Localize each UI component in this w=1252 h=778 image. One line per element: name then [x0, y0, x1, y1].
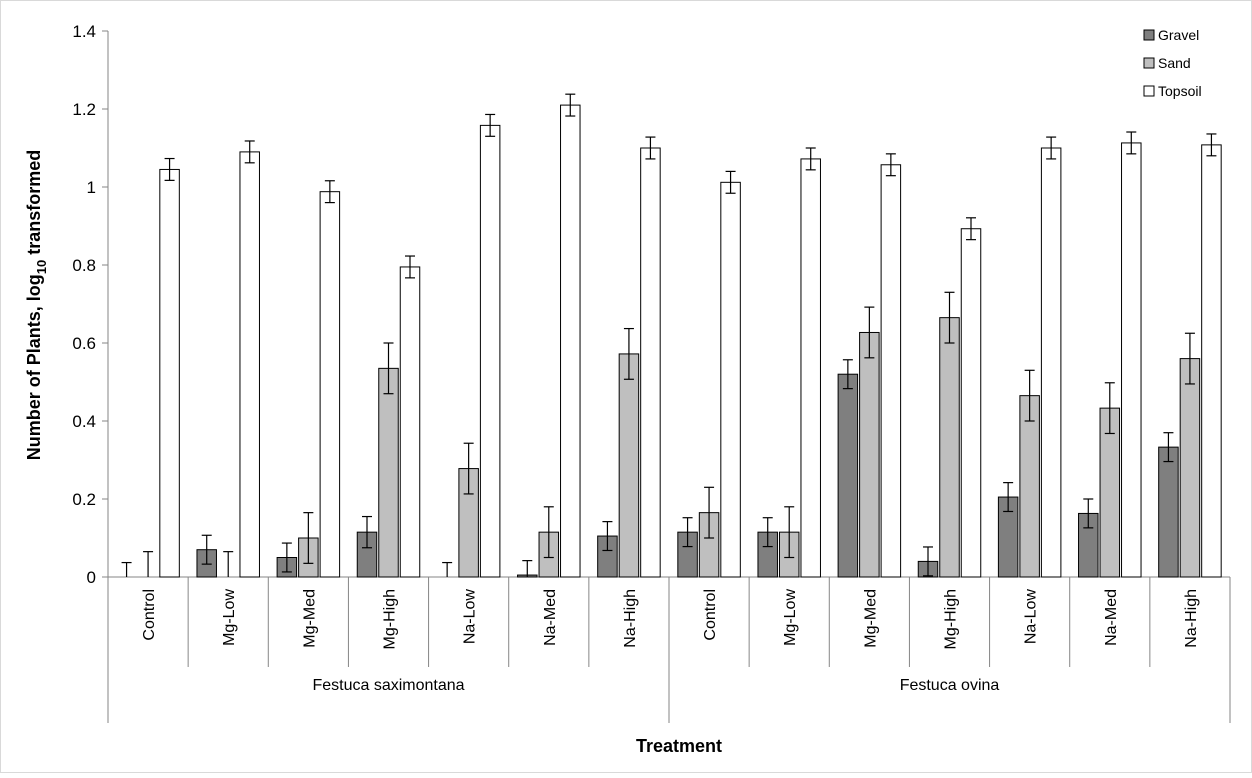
y-tick-label: 0.4: [72, 412, 96, 431]
bar-topsoil: [399, 266, 421, 578]
x-category-label: Mg-Med: [862, 589, 879, 648]
bar-topsoil: [1040, 147, 1062, 578]
bar-topsoil: [720, 181, 741, 578]
x-category-label: Mg-Low: [782, 589, 799, 646]
x-category-label: Na-High: [622, 589, 639, 648]
legend-label: Topsoil: [1158, 83, 1202, 99]
x-axis-title: Treatment: [636, 736, 722, 756]
x-category-label: Mg-Low: [221, 589, 238, 646]
x-category-label: Control: [702, 589, 719, 641]
x-category-label: Mg-Med: [301, 589, 318, 648]
x-category-label: Mg-High: [943, 589, 960, 649]
y-tick-label: 0: [87, 568, 96, 587]
x-category-label: Na-Med: [542, 589, 559, 646]
bar-topsoil: [1201, 144, 1222, 578]
x-category-label: Na-Low: [462, 589, 479, 645]
bar-sand: [618, 353, 640, 578]
legend-label: Gravel: [1158, 27, 1199, 43]
legend-swatch: [1143, 85, 1155, 97]
bar-sand: [378, 367, 399, 578]
bar-topsoil: [800, 158, 821, 578]
bar-sand: [1019, 395, 1040, 578]
bar-topsoil: [960, 228, 982, 578]
bars-layer: [159, 104, 1222, 578]
y-tick-label: 0.2: [72, 490, 96, 509]
bar-topsoil: [560, 104, 581, 578]
x-category-label: Control: [141, 589, 158, 641]
y-tick-label: 1.4: [72, 22, 96, 41]
legend-label: Sand: [1158, 55, 1191, 71]
bar-topsoil: [319, 191, 341, 578]
x-category-label: Mg-High: [382, 589, 399, 649]
y-axis-title: Number of Plants, log10 transformed: [24, 150, 49, 461]
bar-topsoil: [1121, 142, 1142, 578]
bar-topsoil: [239, 151, 260, 578]
bar-topsoil: [640, 147, 661, 578]
x-category-label: Na-Med: [1103, 589, 1120, 646]
error-bars-layer: [121, 93, 1217, 577]
y-axis-title-main: Number of Plants, log: [24, 274, 44, 460]
bar-gravel: [837, 373, 859, 578]
bar-sand: [1179, 358, 1201, 578]
y-tick-label: 1.2: [72, 100, 96, 119]
x-group-label: Festuca ovina: [900, 677, 1000, 694]
legend-swatch: [1143, 57, 1155, 69]
bar-topsoil: [159, 168, 180, 578]
legend: Gravel Sand Topsoil: [1143, 27, 1202, 99]
y-axis-title-tail: transformed: [24, 150, 44, 260]
y-tick-label: 0.6: [72, 334, 96, 353]
x-category-label: Na-High: [1183, 589, 1200, 648]
bar-sand: [859, 331, 880, 578]
x-group-label: Festuca saximontana: [312, 677, 464, 694]
bar-sand: [939, 317, 960, 578]
bar-topsoil: [479, 124, 501, 578]
y-tick-label: 0.8: [72, 256, 96, 275]
legend-swatch: [1143, 29, 1155, 41]
bar-topsoil: [880, 164, 902, 578]
labels-layer: 0 0.2 0.4 0.6 0.8 1 1.2 1.4 Control Mg-Low Mg-Med M…: [72, 22, 1200, 694]
x-category-label: Na-Low: [1023, 589, 1040, 645]
y-tick-label: 1: [87, 178, 96, 197]
y-axis-title-subscript: 10: [34, 260, 49, 274]
bar-gravel: [1158, 446, 1179, 578]
